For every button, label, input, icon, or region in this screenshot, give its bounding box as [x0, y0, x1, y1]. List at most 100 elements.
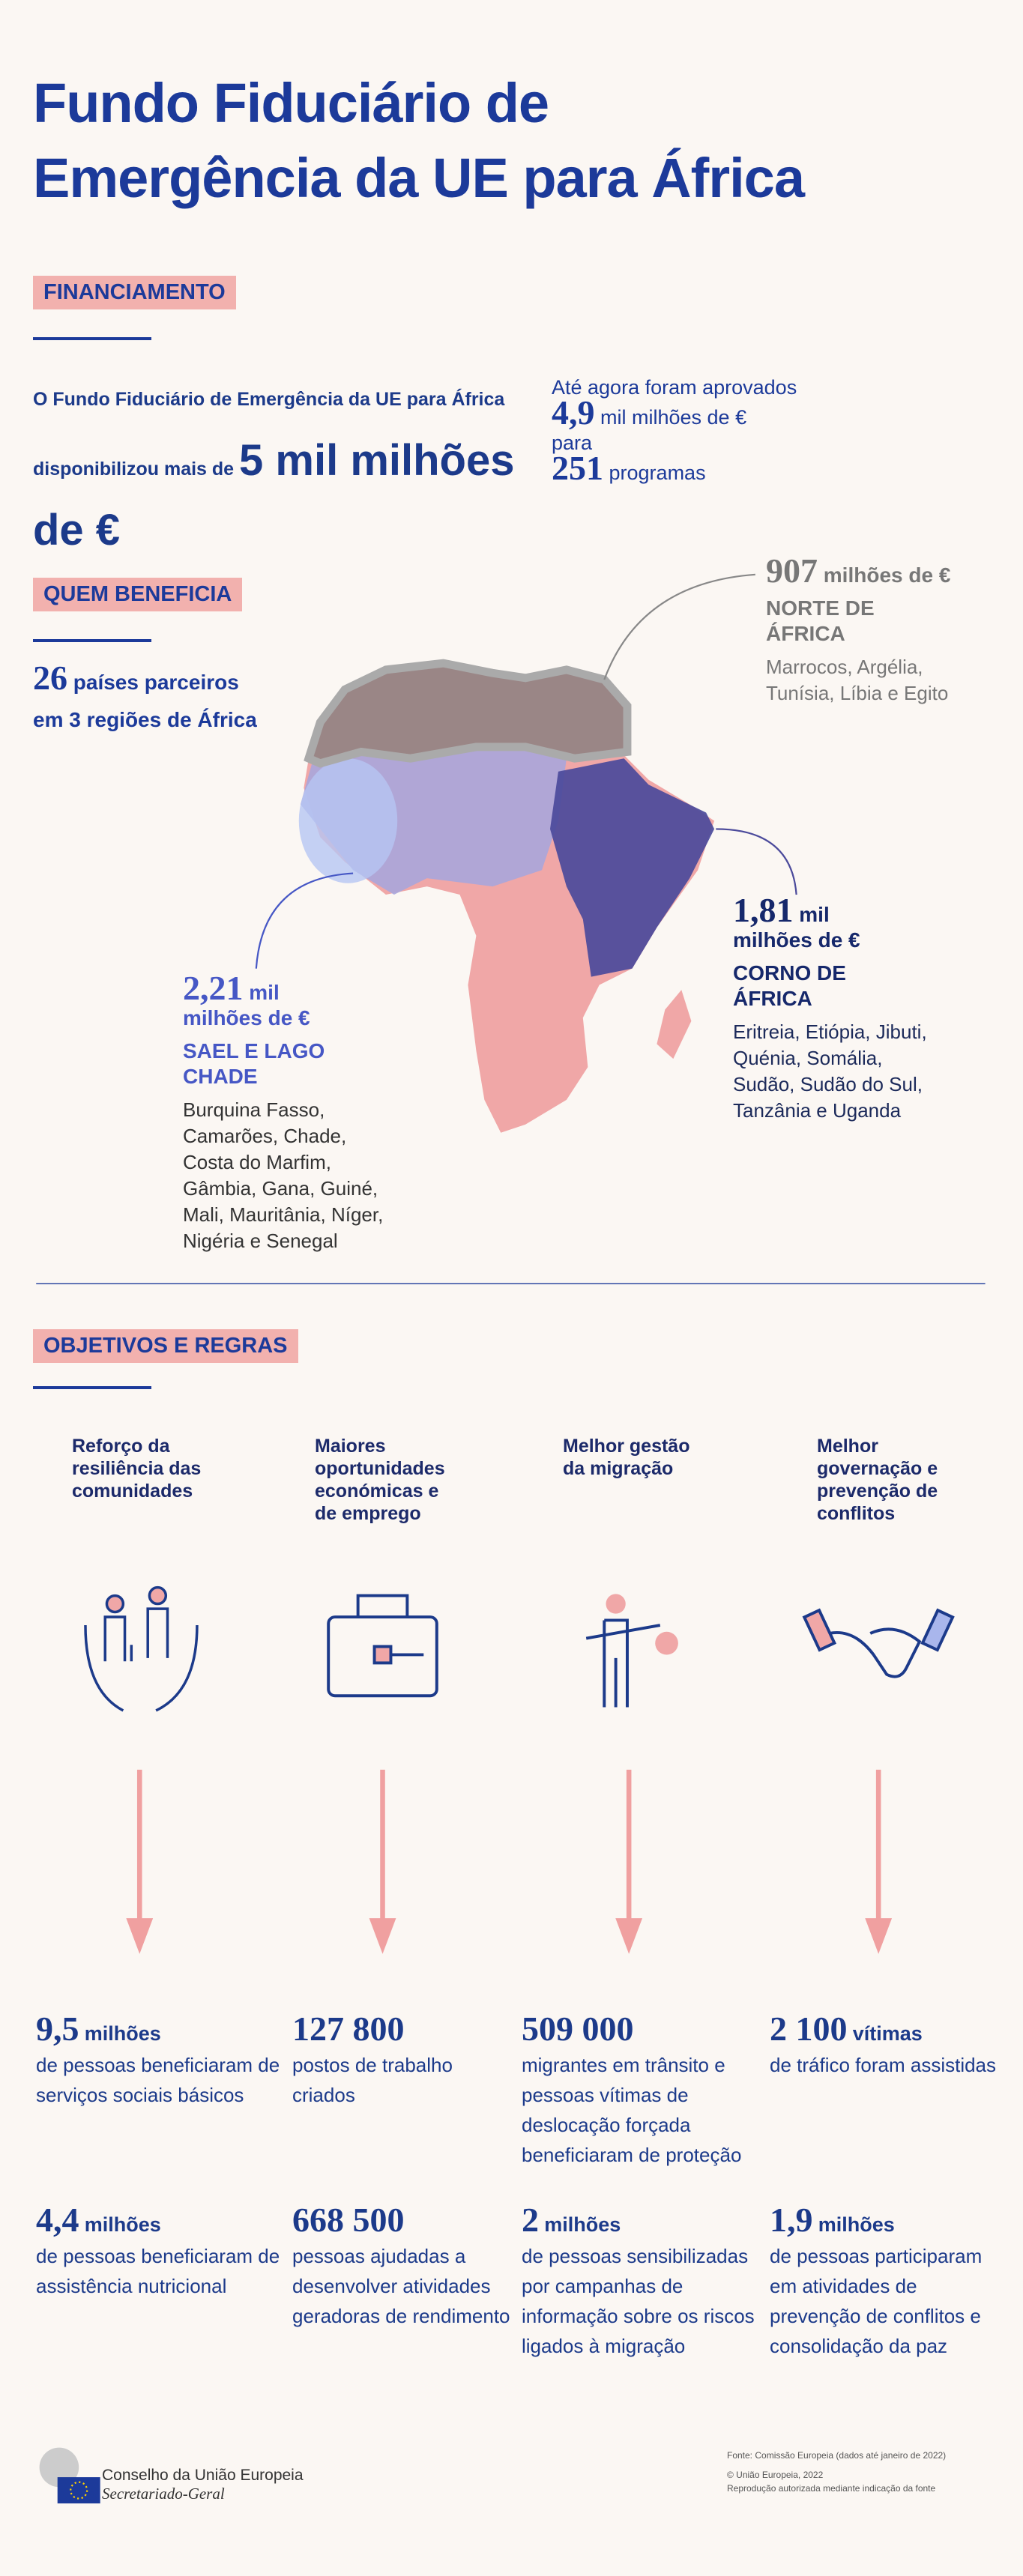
connector [716, 828, 797, 895]
sahel-bubble [298, 758, 398, 883]
result-head: 127 800 [292, 2008, 517, 2050]
connector [255, 872, 354, 969]
result-value: 509 000 [522, 2010, 634, 2048]
result-head: 9,5 milhões [36, 2008, 283, 2050]
source: Fonte: Comissão Europeia (dados até jane… [727, 2449, 946, 2495]
result-value: 668 500 [292, 2201, 405, 2239]
result-text: de tráfico foram assistidas [770, 2054, 997, 2076]
arrows [126, 1769, 893, 1954]
result-text: de pessoas participaram em atividades de… [770, 2245, 983, 2357]
underline [33, 1386, 151, 1389]
intro: O Fundo Fiduciário de Emergência da UE p… [33, 369, 520, 569]
intro-amount: 5 mil milhões de € [33, 436, 515, 554]
result: 4,4 milhões de pessoas beneficiaram de as… [36, 2199, 283, 2301]
result-value: 127 800 [292, 2010, 405, 2048]
amount: 4,9 [552, 393, 595, 432]
objective-title: Maiores oportunidades económicas e de em… [315, 1436, 445, 1524]
icon-briefcase [327, 1594, 438, 1698]
result-head: 2 100 vítimas [770, 2008, 1010, 2050]
section-label: OBJETIVOS E REGRAS [33, 1329, 298, 1363]
approved: Até agora foram aprovados 4,9 mil milhõe… [552, 375, 797, 486]
region-sahel: 2,21 mil milhões de € SAEL E LAGO CHADE … [183, 971, 423, 1254]
result-value: 9,5 [36, 2010, 79, 2048]
source-text: Fonte: Comissão Europeia (dados até jane… [727, 2450, 947, 2461]
section-label: FINANCIAMENTO [33, 276, 236, 309]
result-unit: milhões [84, 2022, 161, 2045]
text: em 3 regiões de África [33, 708, 257, 731]
result-head: 2 milhões [522, 2199, 761, 2241]
title-line: Fundo Fiduciário de [33, 72, 549, 134]
result-value: 2 [522, 2201, 539, 2239]
result-value: 2 100 [770, 2010, 848, 2048]
region-name: SAEL E LAGO CHADE [183, 1039, 325, 1088]
result-value: 1,9 [770, 2201, 813, 2239]
result-head: 668 500 [292, 2199, 517, 2241]
result-unit: milhões [84, 2213, 161, 2236]
unit: milhões de € [183, 1006, 310, 1030]
result-head: 1,9 milhões [770, 2199, 1010, 2241]
result-value: 4,4 [36, 2201, 79, 2239]
underline [33, 639, 151, 642]
text: países parceiros [73, 671, 239, 694]
amount: 2,21 [183, 969, 244, 1007]
copyright: © União Europeia, 2022 [727, 2470, 824, 2480]
countries: Burquina Fasso, Camarões, Chade, Costa d… [183, 1098, 384, 1252]
amount: 907 [766, 551, 818, 590]
unit: milhões de € [823, 563, 951, 587]
result: 2 milhões de pessoas sensibilizadas por c… [522, 2199, 761, 2361]
result: 2 100 vítimas de tráfico foram assistidas [770, 2008, 1010, 2080]
unit: milhões de € [733, 928, 860, 952]
text: Até agora foram aprovados [552, 376, 797, 399]
region-horn: 1,81 mil milhões de € CORNO DE ÁFRICA Er… [733, 893, 958, 1124]
madagascar [657, 990, 692, 1059]
council-logo [39, 2447, 100, 2504]
unit: mil [799, 903, 830, 926]
icon-migrant [585, 1594, 678, 1708]
horn-region [549, 758, 715, 977]
result-head: 509 000 [522, 2008, 761, 2050]
objective-title: Melhor gestão da migração [563, 1436, 690, 1479]
dept-name: Secretariado-Geral [102, 2485, 225, 2503]
countries-count: 26 países parceiros em 3 regiões de Áfri… [33, 659, 257, 739]
result: 127 800 postos de trabalho criados [292, 2008, 517, 2110]
title-line: Emergência da UE para África [33, 147, 805, 209]
organization: Conselho da União Europeia Secretariado-… [102, 2467, 304, 2503]
amount: 251 [552, 449, 603, 487]
region-name: CORNO DE ÁFRICA [733, 961, 846, 1010]
result-head: 4,4 milhões [36, 2199, 283, 2241]
north-region [304, 659, 632, 768]
amount: 1,81 [733, 891, 794, 929]
text: para [552, 432, 593, 454]
title: Fundo Fiduciário de Emergência da UE para… [33, 66, 805, 216]
countries: Eritreia, Etiópia, Jibuti, Quénia, Somál… [733, 1021, 927, 1122]
connector [603, 573, 755, 680]
result: 1,9 milhões de pessoas participaram em at… [770, 2199, 1010, 2361]
count: 26 [33, 659, 67, 697]
result-unit: vítimas [852, 2022, 923, 2045]
icon-handshake [802, 1608, 955, 1678]
objective-title: Melhor governação e prevenção de conflit… [817, 1436, 938, 1524]
result-unit: milhões [818, 2213, 895, 2236]
result-text: de pessoas beneficiaram de assistência n… [36, 2245, 280, 2297]
region-north: 907 milhões de € NORTE DE ÁFRICA Marroco… [766, 554, 1006, 707]
result-unit: milhões [544, 2213, 621, 2236]
unit: mil [249, 981, 280, 1004]
result-text: de pessoas beneficiaram de serviços soci… [36, 2054, 280, 2106]
unit: programas [609, 462, 706, 484]
underline [33, 337, 151, 340]
result-text: de pessoas sensibilizadas por campanhas … [522, 2245, 755, 2357]
org-name: Conselho da União Europeia [102, 2467, 304, 2484]
result: 668 500 pessoas ajudadas a desenvolver at… [292, 2199, 517, 2331]
section-label: QUEM BENEFICIA [33, 578, 243, 611]
result-text: pessoas ajudadas a desenvolver atividade… [292, 2245, 510, 2327]
result-text: postos de trabalho criados [292, 2054, 453, 2106]
unit: mil milhões de € [600, 406, 747, 429]
result: 9,5 milhões de pessoas beneficiaram de se… [36, 2008, 283, 2110]
region-name: NORTE DE ÁFRICA [766, 596, 875, 645]
objective-title: Reforço da resiliência das comunidades [72, 1436, 202, 1502]
result: 509 000 migrantes em trânsito e pessoas v… [522, 2008, 761, 2170]
intro-text: O Fundo Fiduciário de Emergência da UE p… [33, 389, 505, 480]
result-text: migrantes em trânsito e pessoas vítimas … [522, 2054, 742, 2166]
